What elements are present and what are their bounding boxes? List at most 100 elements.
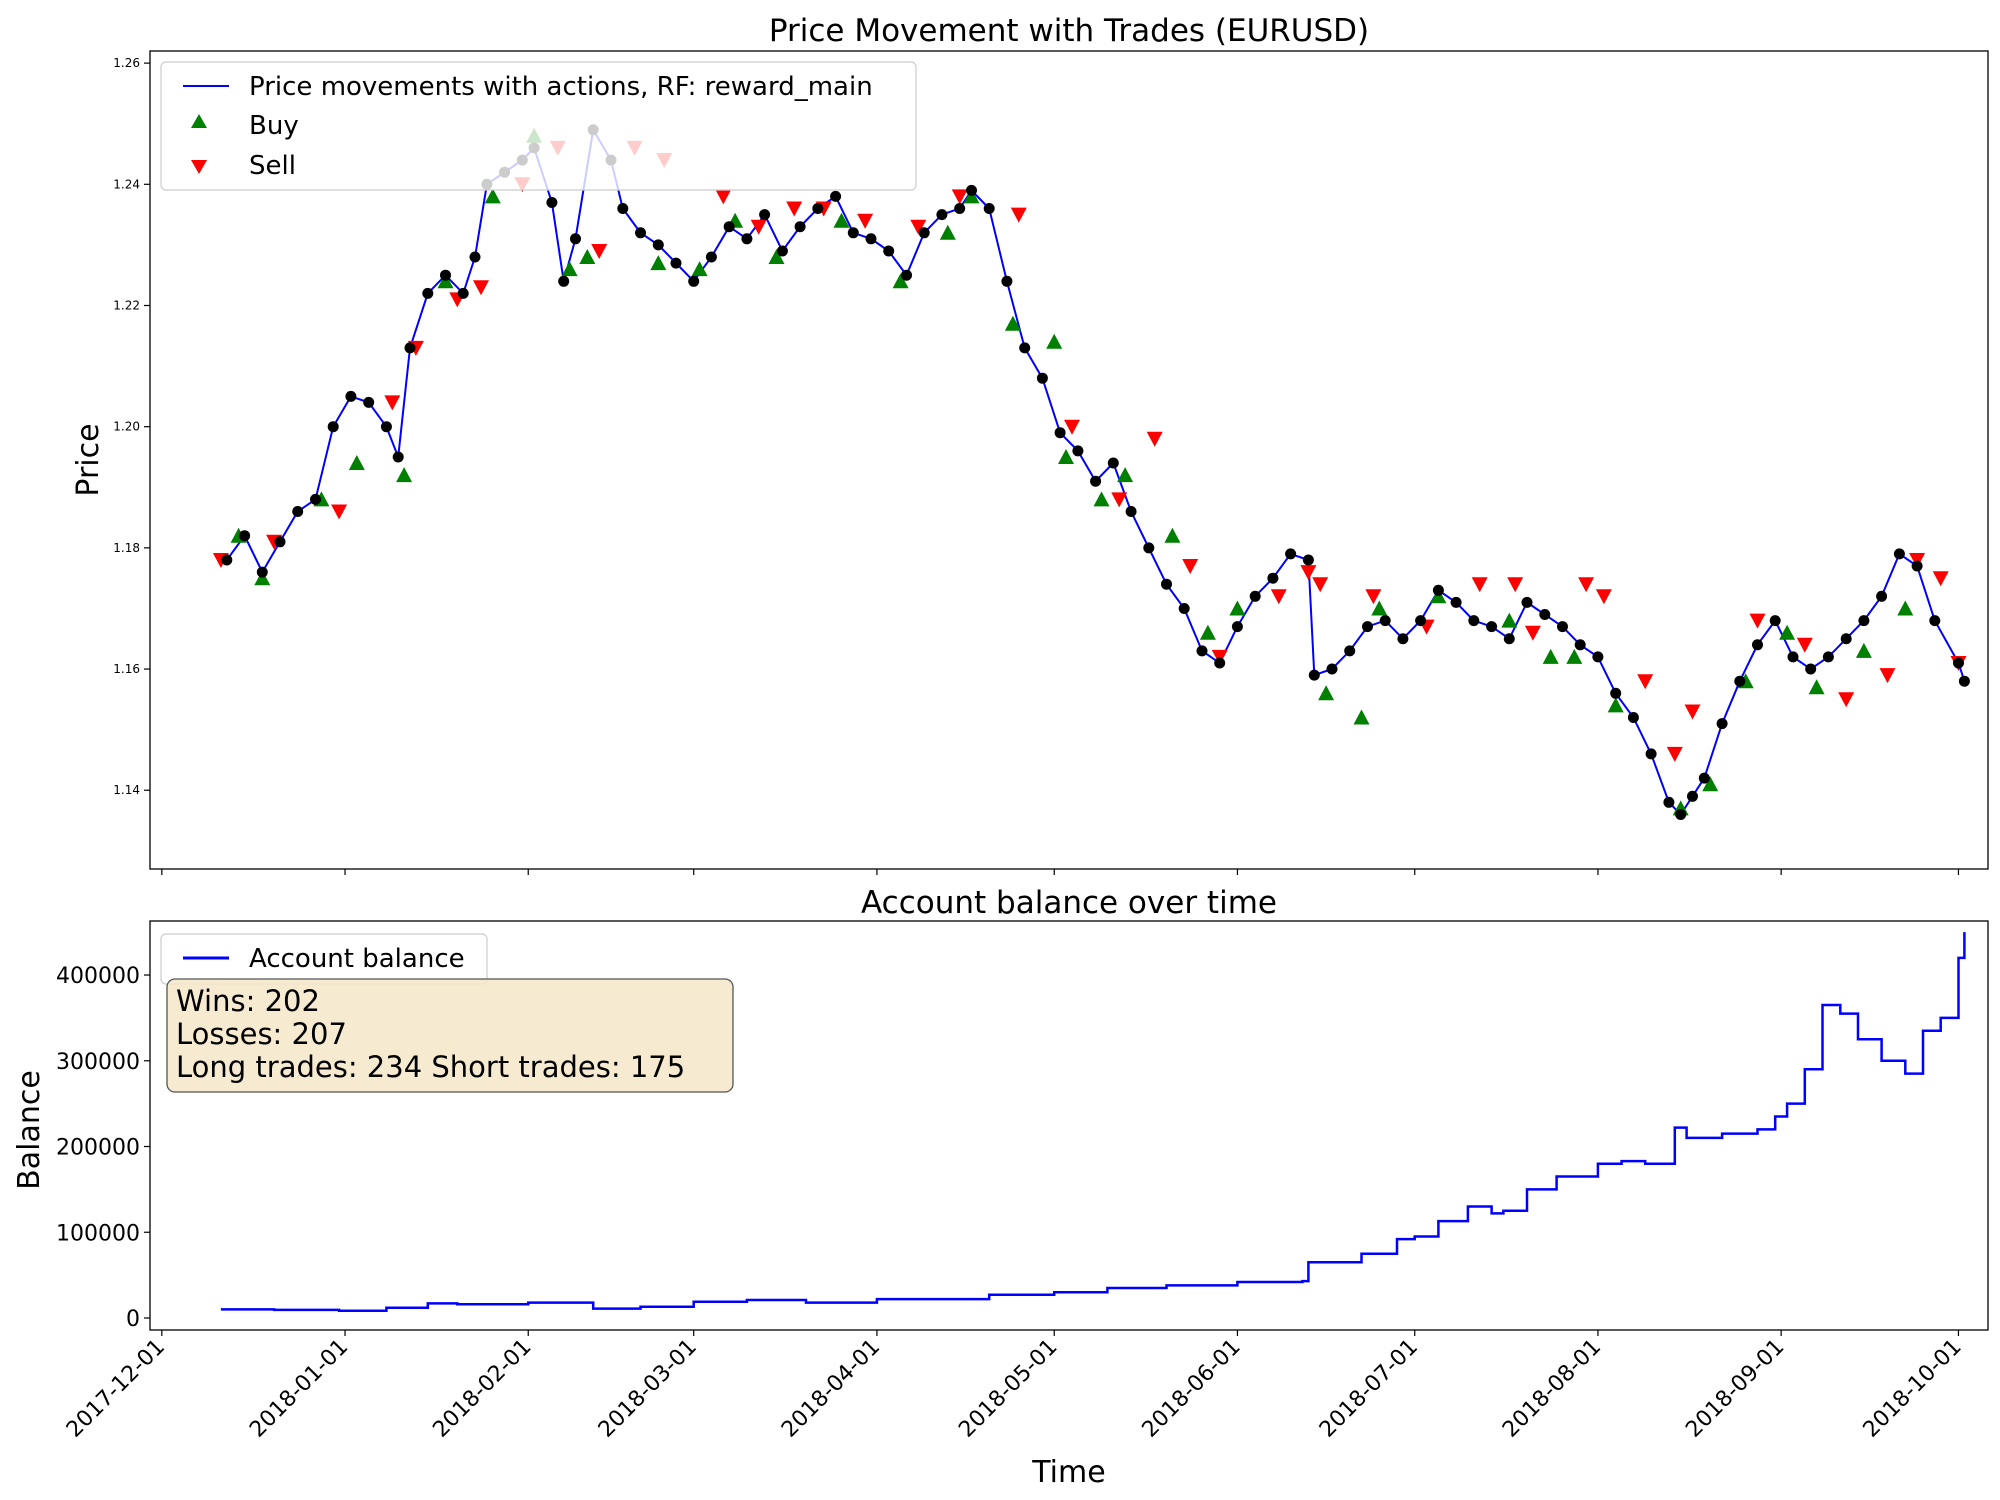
price-buy-marker (579, 249, 596, 264)
price-sell-marker (857, 213, 874, 229)
price-sell-marker (1182, 559, 1199, 574)
price-exit-marker (1574, 639, 1586, 651)
price-exit-marker (1072, 445, 1084, 457)
price-exit-marker (1911, 560, 1923, 572)
price-chart: Price Movement with Trades (EURUSD) 1.14… (71, 13, 1989, 875)
price-exit-marker (1178, 603, 1190, 614)
balance-y-axis-label: Balance (12, 1070, 47, 1190)
price-exit-marker (1769, 615, 1781, 627)
price-exit-marker (1663, 796, 1675, 808)
balance-line (220, 932, 1966, 1312)
price-buy-marker (1199, 624, 1216, 640)
price-buy-marker (1058, 449, 1074, 464)
price-exit-marker (966, 184, 977, 196)
price-exit-marker (292, 506, 304, 517)
price-exit-marker (1214, 657, 1226, 669)
stats-wins: Wins: 202 (176, 984, 320, 1018)
price-buy-marker (1164, 527, 1181, 543)
price-exit-marker (1302, 554, 1314, 566)
price-sell-marker (1111, 492, 1128, 508)
price-sell-marker (1300, 565, 1317, 581)
price-buy-marker (1371, 600, 1388, 616)
price-sell-marker (1471, 577, 1488, 593)
price-exit-marker (256, 566, 268, 578)
price-exit-marker (345, 390, 357, 402)
balance-y-axis: 0 100000 200000 300000 400000 (56, 964, 150, 1332)
price-exit-marker (1858, 615, 1870, 627)
price-exit-marker (1267, 572, 1279, 584)
price-exit-marker (1893, 548, 1905, 560)
price-exit-marker (1592, 651, 1604, 663)
price-sell-marker (786, 201, 803, 217)
price-exit-marker (983, 203, 995, 214)
price-legend: Price movements with actions, RF: reward… (160, 61, 917, 191)
price-buy-marker (1897, 600, 1914, 616)
price-exit-marker (1107, 457, 1119, 469)
price-buy-marker (396, 467, 413, 483)
balance-y-tick-label: 400000 (56, 964, 140, 989)
price-exit-marker (1326, 663, 1338, 675)
price-exit-marker (1379, 615, 1391, 627)
price-exit-marker (1362, 621, 1373, 633)
price-buy-marker (1004, 315, 1021, 331)
price-exit-marker (1415, 615, 1427, 627)
price-x-axis-ticks (161, 869, 1960, 875)
stats-trades: Long trades: 234 Short trades: 175 (176, 1050, 685, 1084)
price-buy-marker (939, 224, 956, 240)
price-buy-marker (254, 570, 271, 586)
price-legend-sell-label: Sell (249, 151, 296, 181)
balance-y-tick-label: 100000 (56, 1221, 140, 1246)
price-exit-marker (901, 269, 912, 281)
price-exit-marker (830, 190, 842, 202)
price-buy-marker (561, 261, 578, 277)
balance-legend: Account balance (160, 933, 488, 985)
balance-y-tick-label: 200000 (56, 1136, 140, 1161)
price-exit-marker (688, 275, 700, 287)
price-y-tick-label: 1.24 (113, 177, 140, 191)
price-buy-marker (437, 273, 454, 289)
price-exit-marker (1734, 675, 1746, 687)
price-sell-marker (1270, 589, 1287, 605)
price-exit-marker (469, 251, 481, 263)
price-sell-marker (1578, 577, 1595, 593)
price-exit-marker (422, 287, 434, 299)
price-exit-marker (1627, 712, 1639, 723)
price-exit-marker (1687, 790, 1698, 802)
price-buy-marker (1046, 333, 1063, 349)
balance-series-line (220, 932, 1966, 1312)
price-exit-marker (1610, 687, 1622, 699)
price-exit-marker (1958, 675, 1970, 687)
price-exit-marker (1486, 621, 1498, 633)
balance-x-axis-label: Time (1031, 1455, 1105, 1490)
price-exit-marker (1468, 615, 1480, 627)
price-exit-marker (327, 421, 339, 433)
price-buy-marker (1808, 679, 1825, 695)
price-sell-marker (1879, 668, 1896, 684)
price-exit-marker (759, 209, 771, 221)
price-exit-marker (546, 197, 558, 208)
price-legend-sell-swatch (191, 160, 207, 174)
price-buy-marker (892, 273, 909, 289)
price-exit-marker (1876, 590, 1888, 602)
price-exit-marker (1675, 809, 1687, 820)
price-exit-marker (1019, 342, 1031, 354)
price-sell-marker (1524, 625, 1541, 641)
price-exit-marker (741, 233, 753, 245)
price-exit-marker (1161, 578, 1172, 590)
price-legend-box (160, 61, 917, 191)
price-exit-marker (723, 221, 735, 233)
price-exit-marker (776, 245, 788, 257)
price-exit-marker (1125, 506, 1137, 517)
price-exit-marker (1036, 372, 1048, 384)
price-exit-marker (404, 342, 416, 354)
price-y-tick-label: 1.20 (113, 420, 140, 434)
price-exit-marker (440, 269, 451, 281)
price-exit-marker (1344, 645, 1356, 657)
price-exit-marker (1716, 718, 1728, 730)
price-exit-marker (570, 233, 581, 245)
price-exit-marker (1822, 651, 1834, 663)
price-exit-marker (1249, 590, 1261, 602)
price-exit-marker (1752, 639, 1763, 651)
price-exit-marker (1787, 651, 1799, 663)
